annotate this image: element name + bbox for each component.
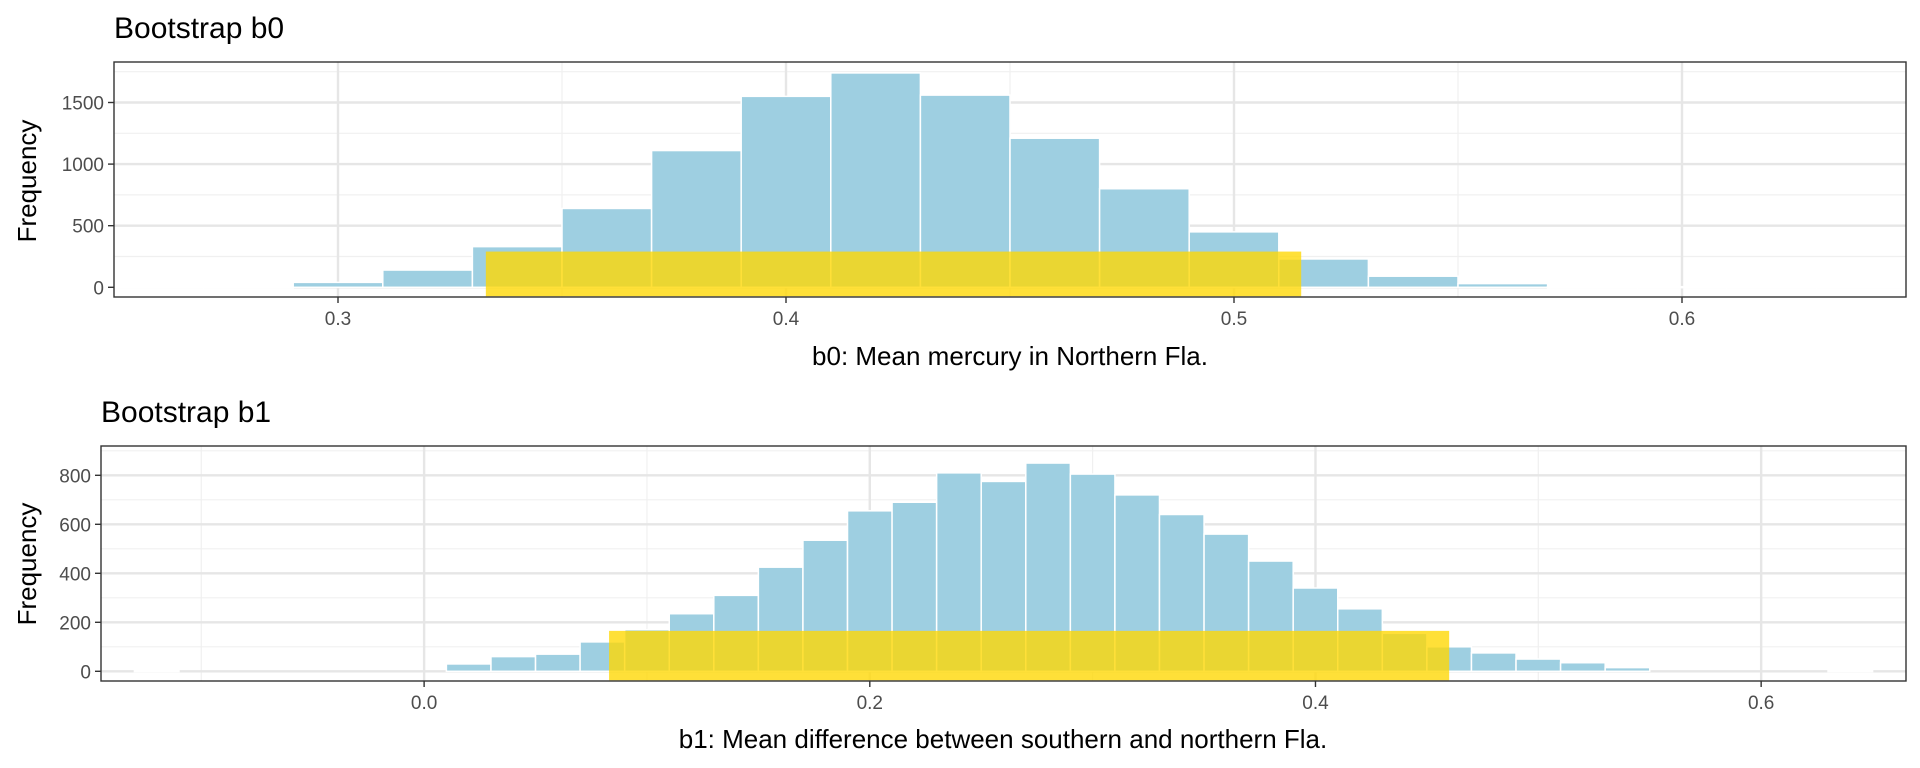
y-tick-label: 400 — [59, 564, 91, 585]
y-tick-label: 0 — [80, 662, 91, 683]
histogram-bar — [292, 281, 384, 289]
histogram-bar — [1636, 285, 1728, 289]
x-tick-label: 0.0 — [411, 693, 437, 714]
histogram-bar — [445, 663, 492, 673]
y-axis-title: Frequency — [12, 120, 42, 243]
y-tick-label: 200 — [59, 613, 91, 634]
histogram-bar — [534, 653, 581, 673]
x-axis-title: b0: Mean mercury in Northern Fla. — [812, 341, 1208, 371]
y-tick-label: 1500 — [62, 94, 104, 115]
histogram-bar — [1604, 666, 1651, 673]
y-axis-title: Frequency — [12, 503, 42, 626]
x-tick-label: 0.6 — [1748, 693, 1774, 714]
histogram-bar — [202, 285, 294, 289]
histogram-bar — [113, 285, 205, 289]
panel-border — [113, 61, 1907, 298]
histogram-bar — [1367, 275, 1459, 289]
histogram-bar — [1546, 285, 1638, 289]
histogram-bar — [490, 655, 537, 673]
plot-area — [100, 445, 1907, 682]
interval-band — [609, 630, 1450, 681]
chart-title: Bootstrap b0 — [114, 12, 284, 45]
histogram-bar — [133, 669, 180, 673]
x-tick-label: 0.6 — [1669, 309, 1695, 330]
x-axis-title: b1: Mean difference between southern and… — [679, 724, 1328, 754]
histogram-bar — [1515, 658, 1562, 673]
y-tick-label: 600 — [59, 515, 91, 536]
x-tick-label: 0.2 — [857, 693, 883, 714]
y-tick-label: 800 — [59, 466, 91, 487]
panel-bootstrap-b0: Bootstrap b0 b0: Mean mercury in Norther… — [12, 12, 1907, 371]
y-tick-label: 500 — [72, 217, 104, 238]
histogram-bar — [1726, 285, 1818, 289]
histogram-bar — [382, 269, 474, 289]
histogram-bar — [1815, 285, 1907, 289]
plot-area — [113, 61, 1907, 298]
histogram-bar — [1827, 669, 1874, 673]
chart-title: Bootstrap b1 — [101, 396, 271, 429]
x-tick-label: 0.4 — [773, 309, 800, 330]
interval-band — [485, 251, 1302, 297]
histogram-bar — [1457, 282, 1549, 289]
panel-border — [100, 445, 1907, 682]
panel-bootstrap-b1: Bootstrap b1 b1: Mean difference between… — [12, 396, 1907, 754]
histogram-bar — [1559, 661, 1606, 673]
histogram-bar — [1470, 652, 1517, 673]
x-tick-label: 0.4 — [1302, 693, 1329, 714]
y-tick-label: 0 — [93, 278, 104, 299]
y-tick-label: 1000 — [62, 155, 104, 176]
x-tick-label: 0.5 — [1221, 309, 1247, 330]
x-tick-label: 0.3 — [325, 309, 351, 330]
